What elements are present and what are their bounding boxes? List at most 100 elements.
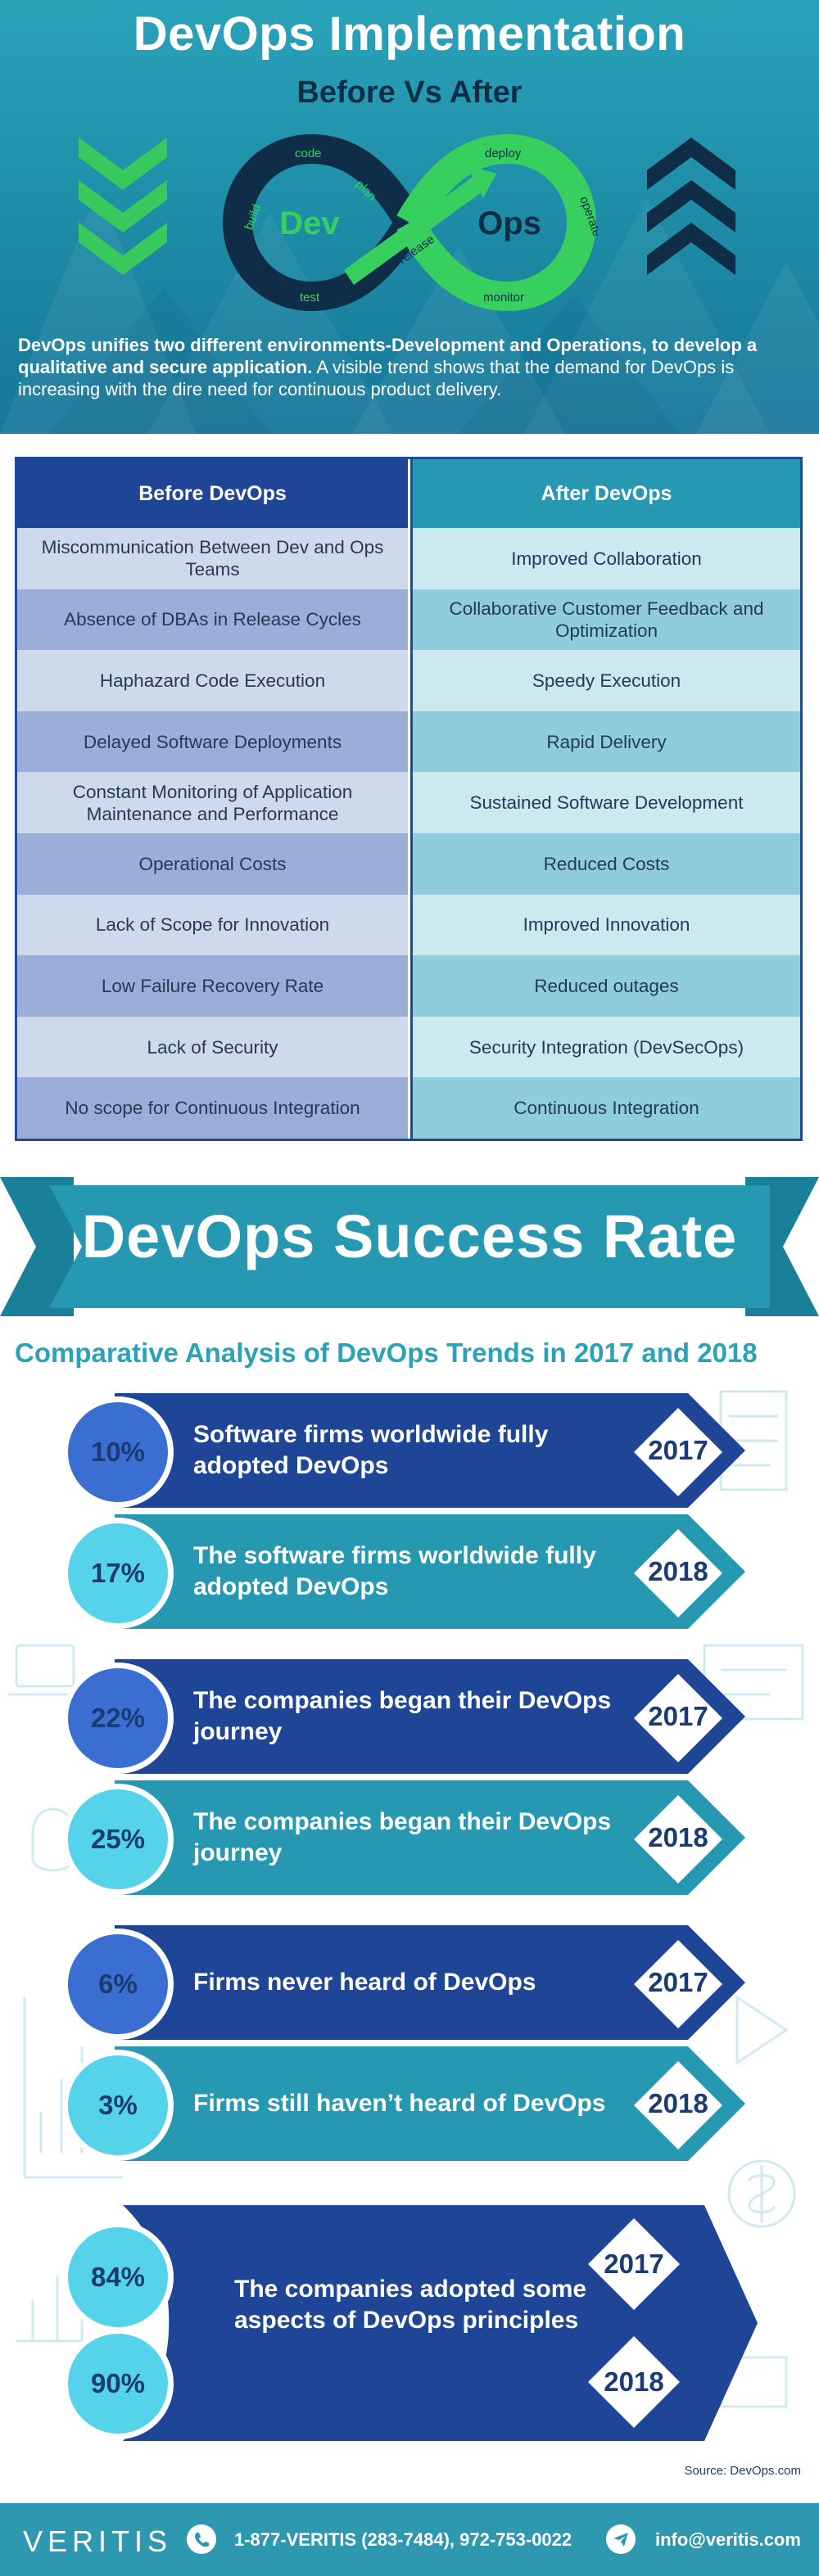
logo-dev-text: Dev (279, 205, 340, 241)
stat-bar (115, 1514, 745, 1629)
stat-label: Firms still haven’t heard of DevOps (193, 2090, 606, 2117)
year-diamond (634, 1795, 722, 1884)
footer-email[interactable]: info@veritis.com (655, 2529, 801, 2550)
source-note: Source: DevOps.com (684, 2464, 801, 2478)
combined-stat: 84% 90% The companies adopted some aspec… (0, 2200, 819, 2446)
stat-row: 22% The companies began their DevOps jour… (0, 1656, 819, 1775)
year-diamond (634, 1408, 722, 1496)
stat-label: Software firms worldwide fully adopted D… (193, 1421, 549, 1479)
stat-bar-shape (115, 2046, 745, 2161)
after-cell: Improved Innovation (413, 894, 800, 956)
before-column: Before DevOps Miscommunication Between D… (17, 459, 408, 1139)
stat-bar (115, 1780, 745, 1895)
logo-label-deploy: deploy (485, 147, 522, 160)
before-cell: Constant Monitoring of Application Maint… (17, 772, 408, 833)
year-label: 2017 (648, 1967, 708, 1997)
stat-row: 3% Firms still haven’t heard of DevOps 201… (0, 2043, 819, 2163)
before-cell: Operational Costs (17, 832, 408, 895)
stat-label: The companies began their DevOps journey (193, 1687, 612, 1745)
before-header: Before DevOps (17, 459, 408, 528)
percent-circle: 25% (62, 1784, 174, 1895)
page-title: DevOps Implementation (133, 7, 686, 61)
before-cell: No scope for Continuous Integration (17, 1077, 408, 1139)
before-cell: Lack of Scope for Innovation (17, 894, 408, 956)
stat-bar-shape (115, 1514, 745, 1629)
before-cell: Absence of DBAs in Release Cycles (17, 589, 408, 651)
stat-bar (115, 1393, 745, 1508)
after-cell: Reduced outages (413, 955, 800, 1017)
after-cell: Continuous Integration (413, 1077, 800, 1139)
chevrons-down-icon (79, 138, 167, 275)
percent-circle: 17% (62, 1518, 174, 1629)
comparative-title: Comparative Analysis of DevOps Trends in… (15, 1338, 758, 1368)
comparison-table: Before DevOps Miscommunication Between D… (15, 457, 803, 1141)
hero-description-bold: DevOps unifies two different environment… (18, 335, 758, 377)
send-icon (606, 2524, 636, 2554)
before-cell: Miscommunication Between Dev and Ops Tea… (17, 528, 408, 589)
percent-circle-2017: 84% (62, 2222, 174, 2333)
year-diamond (634, 2061, 722, 2150)
year-diamond (634, 1940, 722, 2028)
combined-label: The companies adopted some aspects of De… (234, 2276, 587, 2334)
logo-label-code: code (295, 147, 322, 160)
stat-bar-shape (115, 1780, 745, 1895)
footer-phone[interactable]: 1-877-VERITIS (283-7484), 972-753-0022 (234, 2529, 572, 2550)
page-subtitle: Before Vs After (296, 75, 523, 110)
year-label: 2017 (648, 1701, 708, 1731)
year-diamond (634, 1674, 722, 1762)
phone-icon (187, 2524, 216, 2554)
stat-row: 6% Firms never heard of DevOps 2017 (0, 1922, 819, 2041)
before-cell: Low Failure Recovery Rate (17, 955, 408, 1017)
stat-label: The software firms worldwide fully adopt… (193, 1542, 596, 1600)
year-diamond-2018 (588, 2336, 680, 2428)
before-cell: Delayed Software Deployments (17, 711, 408, 773)
before-cell: Lack of Security (17, 1016, 408, 1078)
hero-description-rest: A visible trend shows that the demand fo… (18, 357, 735, 399)
after-cell: Security Integration (DevSecOps) (413, 1016, 800, 1078)
percent-circle: 6% (62, 1929, 174, 2040)
stat-row: 25% The companies began their DevOps jour… (0, 1777, 819, 1897)
year-label-2017: 2017 (604, 2249, 664, 2279)
logo-label-monitor: monitor (483, 291, 524, 305)
percent-circle-2018: 90% (62, 2328, 174, 2439)
logo-ops-text: Ops (477, 205, 541, 241)
success-banner-title: DevOps Success Rate (81, 1202, 738, 1270)
after-cell: Rapid Delivery (413, 711, 800, 773)
percent-circle: 22% (62, 1662, 174, 1774)
year-label: 2018 (648, 1556, 708, 1586)
chevrons-up-icon (647, 138, 735, 275)
stat-row: 17% The software firms worldwide fully ad… (0, 1511, 819, 1631)
hero-background-pattern (0, 188, 819, 434)
after-cell: Sustained Software Development (413, 772, 800, 833)
after-header: After DevOps (413, 459, 800, 528)
footer: VERITIS 1-877-VERITIS (283-7484), 972-75… (0, 2503, 819, 2576)
stat-bar-shape (115, 1925, 745, 2040)
devops-infinity-icon: Dev Ops code build test plan release dep… (222, 133, 598, 312)
year-label: 2018 (648, 2088, 708, 2118)
after-cell: Speedy Execution (413, 650, 800, 711)
logo-label-test: test (300, 291, 320, 305)
after-cell: Improved Collaboration (413, 528, 800, 589)
after-column: After DevOps Improved Collaboration Coll… (410, 459, 800, 1139)
stat-bar (115, 2046, 745, 2161)
stat-bar (115, 1925, 745, 2040)
year-diamond-2017 (588, 2218, 680, 2310)
year-label-2018: 2018 (604, 2366, 664, 2397)
stat-bar (115, 1659, 745, 1774)
after-cell: Reduced Costs (413, 832, 800, 895)
stat-label: Firms never heard of DevOps (193, 1969, 536, 1996)
percent-circle: 10% (62, 1396, 174, 1508)
year-diamond (634, 1529, 722, 1617)
stat-bar-shape (115, 1393, 745, 1508)
year-label: 2018 (648, 1822, 708, 1852)
hero-section: DevOps Implementation Before Vs After De… (0, 0, 819, 434)
stat-row: 10% Software firms worldwide fully adopte… (0, 1390, 819, 1509)
percent-circle: 3% (62, 2050, 174, 2161)
stat-label: The companies began their DevOps journey (193, 1808, 612, 1866)
stat-bar-shape (115, 1659, 745, 1774)
success-banner (0, 1177, 819, 1316)
veritis-logo: VERITIS (23, 2524, 173, 2558)
before-cell: Haphazard Code Execution (17, 650, 408, 711)
hero-description: DevOps unifies two different environment… (18, 334, 804, 400)
